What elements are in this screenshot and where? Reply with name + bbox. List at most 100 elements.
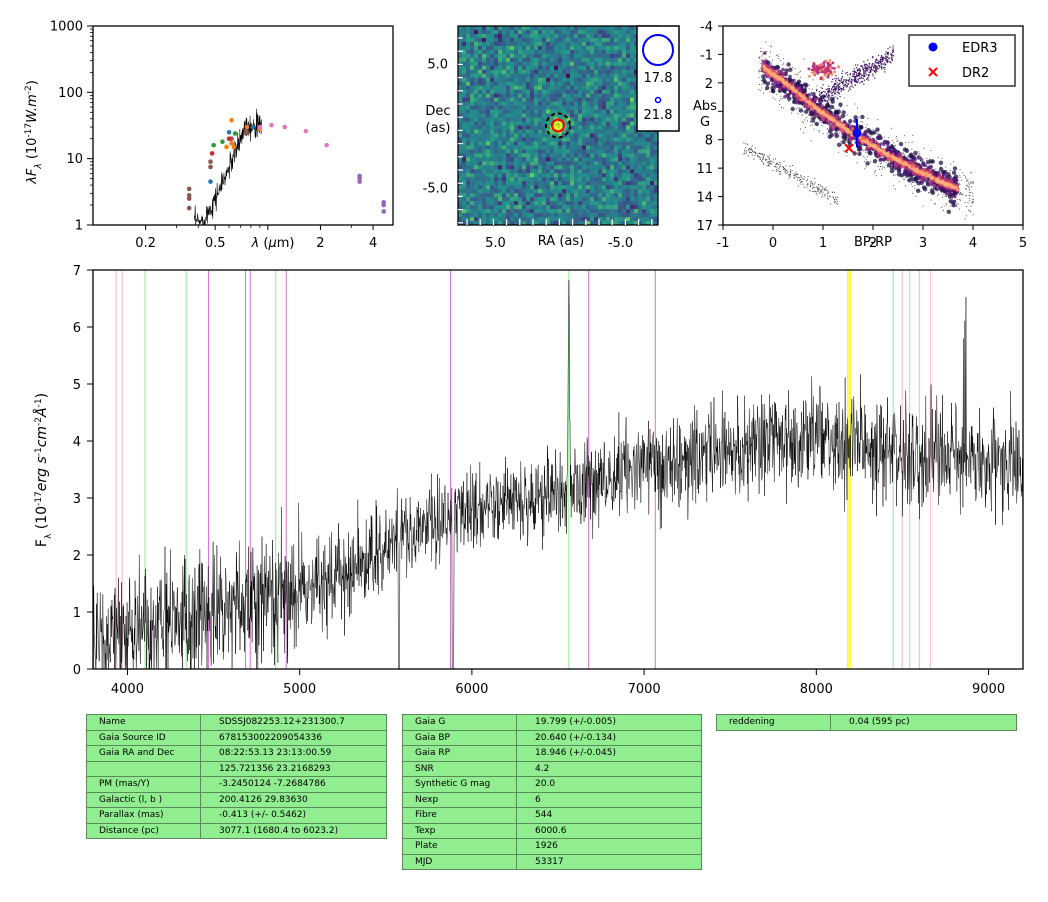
hr-y-tick-label: -4 <box>700 20 713 35</box>
table-value-cell: 544 <box>516 807 702 824</box>
spectrum-x-tick-label: 4000 <box>111 682 144 697</box>
image-ylabel-line2: (as) <box>426 121 451 136</box>
sed-y-tick-label: 1000 <box>50 20 83 35</box>
image-magnitude-legend: 17.8 21.8 <box>636 25 680 132</box>
image-panel: 5.0 -5.0 5.0 -5.0 RA (as) Dec (as) 17.8 21.8 <box>423 25 680 251</box>
sed-marks <box>186 108 386 225</box>
table-row: MJD 53317 <box>402 853 702 870</box>
table-key-cell: MJD <box>402 853 517 870</box>
table-key-cell: Synthetic G mag <box>402 776 517 793</box>
table-row: Gaia G 19.799 (+/-0.005) <box>402 714 702 731</box>
sed-x-tick-label: 2 <box>316 236 324 251</box>
sed-photometry-point <box>209 151 215 156</box>
table-row: PM (mas/Y) -3.2450124 -7.2684786 <box>86 776 387 793</box>
table-row: 125.721356 23.2168293 <box>86 760 387 777</box>
sed-x-tick-label: 0.5 <box>205 236 226 251</box>
image-x-tick-label: 5.0 <box>485 236 506 251</box>
sed-photometry-point <box>211 142 216 148</box>
hr-ylabel-line2: G <box>700 115 710 130</box>
table-row: Gaia RA and Dec 08:22:53.13 23:13:00.59 <box>86 745 387 762</box>
spectrum-x-tick-label: 9000 <box>972 682 1005 697</box>
table-value-cell: 20.0 <box>516 776 702 793</box>
hr-y-tick-label: 2 <box>705 77 713 92</box>
hr-x-tick-label: 1 <box>819 236 827 251</box>
table-value-cell: 200.4126 29.83630 <box>200 791 387 808</box>
sed-photometry-point <box>232 131 238 136</box>
table-key-cell: Distance (pc) <box>86 822 201 839</box>
spectrum-y-tick-label: 3 <box>73 492 81 507</box>
reddening-table: reddening 0.04 (595 pc) <box>716 714 1017 731</box>
image-ylabel-line1: Dec <box>425 104 450 119</box>
table-key-cell: reddening <box>716 714 831 731</box>
table-key-cell: Gaia RA and Dec <box>86 745 201 762</box>
table-key-cell <box>86 760 201 777</box>
sed-photometry-point <box>243 128 249 134</box>
sed-photometry-point <box>229 117 234 123</box>
sed-ticks: 0.2 0.5 2 4 1 10 100 1000 <box>50 20 377 252</box>
image-y-tick-label: -5.0 <box>423 182 448 197</box>
sed-y-tick-label: 100 <box>58 86 83 101</box>
table-row: Fibre 544 <box>402 807 702 824</box>
spectrum-axes-frame <box>92 269 1024 670</box>
sed-ylabel: λFλ (10-17W.m-2) <box>24 80 44 185</box>
table-row: Texp 6000.6 <box>402 822 702 839</box>
hr-density <box>743 41 974 220</box>
image-y-tick-label: 5.0 <box>427 57 448 72</box>
sed-photometry-point <box>226 136 232 141</box>
table-key-cell: Gaia Source ID <box>86 729 201 746</box>
spectrum-x-tick-label: 6000 <box>455 682 488 697</box>
sed-photometry-point <box>229 141 234 146</box>
table-value-cell: 18.946 (+/-0.045) <box>516 745 702 762</box>
spectrum-y-tick-label: 5 <box>73 378 81 393</box>
gaia-source-marker <box>551 118 565 133</box>
table-value-cell: 6000.6 <box>516 822 702 839</box>
hr-legend-box <box>908 34 1016 87</box>
legend-edr3-marker <box>928 42 938 52</box>
table-value-cell: 53317 <box>516 853 702 870</box>
hr-x-tick-label: 3 <box>919 236 927 251</box>
sed-photometry-point <box>381 202 386 208</box>
spectrum-y-tick-label: 7 <box>73 264 81 279</box>
sed-photometry-point <box>226 129 232 135</box>
sed-photometry-point <box>244 124 250 130</box>
sed-photometry-point <box>324 142 329 148</box>
table-key-cell: Texp <box>402 822 517 839</box>
sed-photometry-point <box>224 144 229 150</box>
table-key-cell: Plate <box>402 838 517 855</box>
table-row: Name SDSSJ082253.12+231300.7 <box>86 714 387 731</box>
table-row: Gaia RP 18.946 (+/-0.045) <box>402 745 702 762</box>
faint-magnitude-circle <box>654 96 662 104</box>
hr-x-tick-label: 0 <box>769 236 777 251</box>
spectrum-panel: 4000 5000 6000 7000 8000 9000 0 1 2 3 4 5 6 7 Fλ (10-… <box>33 264 1024 697</box>
table-row: reddening 0.04 (595 pc) <box>716 714 1017 731</box>
table-value-cell: 125.721356 23.2168293 <box>200 760 387 777</box>
sed-axes-frame <box>92 25 394 226</box>
hr-xlabel: BP-RP <box>854 235 892 250</box>
hr-ylabel-line1: Abs <box>693 99 717 114</box>
table-value-cell: 19.799 (+/-0.005) <box>516 714 702 731</box>
table-value-cell: 678153002209054336 <box>200 729 387 746</box>
sed-xlabel: λ (μm) <box>251 236 295 251</box>
spectrum-y-tick-label: 4 <box>73 435 81 450</box>
photometry-table: Gaia G 19.799 (+/-0.005) Gaia BP 20.640 (+/… <box>402 714 702 870</box>
hr-marks <box>844 118 862 153</box>
table-value-cell: 6 <box>516 791 702 808</box>
table-key-cell: PM (mas/Y) <box>86 776 201 793</box>
table-row: Gaia BP 20.640 (+/-0.134) <box>402 729 702 746</box>
table-key-cell: SNR <box>402 760 517 777</box>
spectrum-x-tick-label: 8000 <box>800 682 833 697</box>
image-marks <box>545 112 571 139</box>
table-value-cell: 08:22:53.13 23:13:00.59 <box>200 745 387 762</box>
hr-y-tick-label: 17 <box>696 219 713 234</box>
sed-photometry-point <box>208 164 213 170</box>
sed-photometry-point <box>186 196 192 201</box>
edr3-point <box>852 128 862 138</box>
image-ticks: 5.0 -5.0 5.0 -5.0 RA (as) Dec (as) <box>423 37 653 251</box>
sed-photometry-point <box>231 144 237 150</box>
table-key-cell: Name <box>86 714 201 731</box>
spectrum-x-tick-label: 5000 <box>283 682 316 697</box>
hr-x-tick-label: 2 <box>869 236 877 251</box>
table-key-cell: Nexp <box>402 791 517 808</box>
